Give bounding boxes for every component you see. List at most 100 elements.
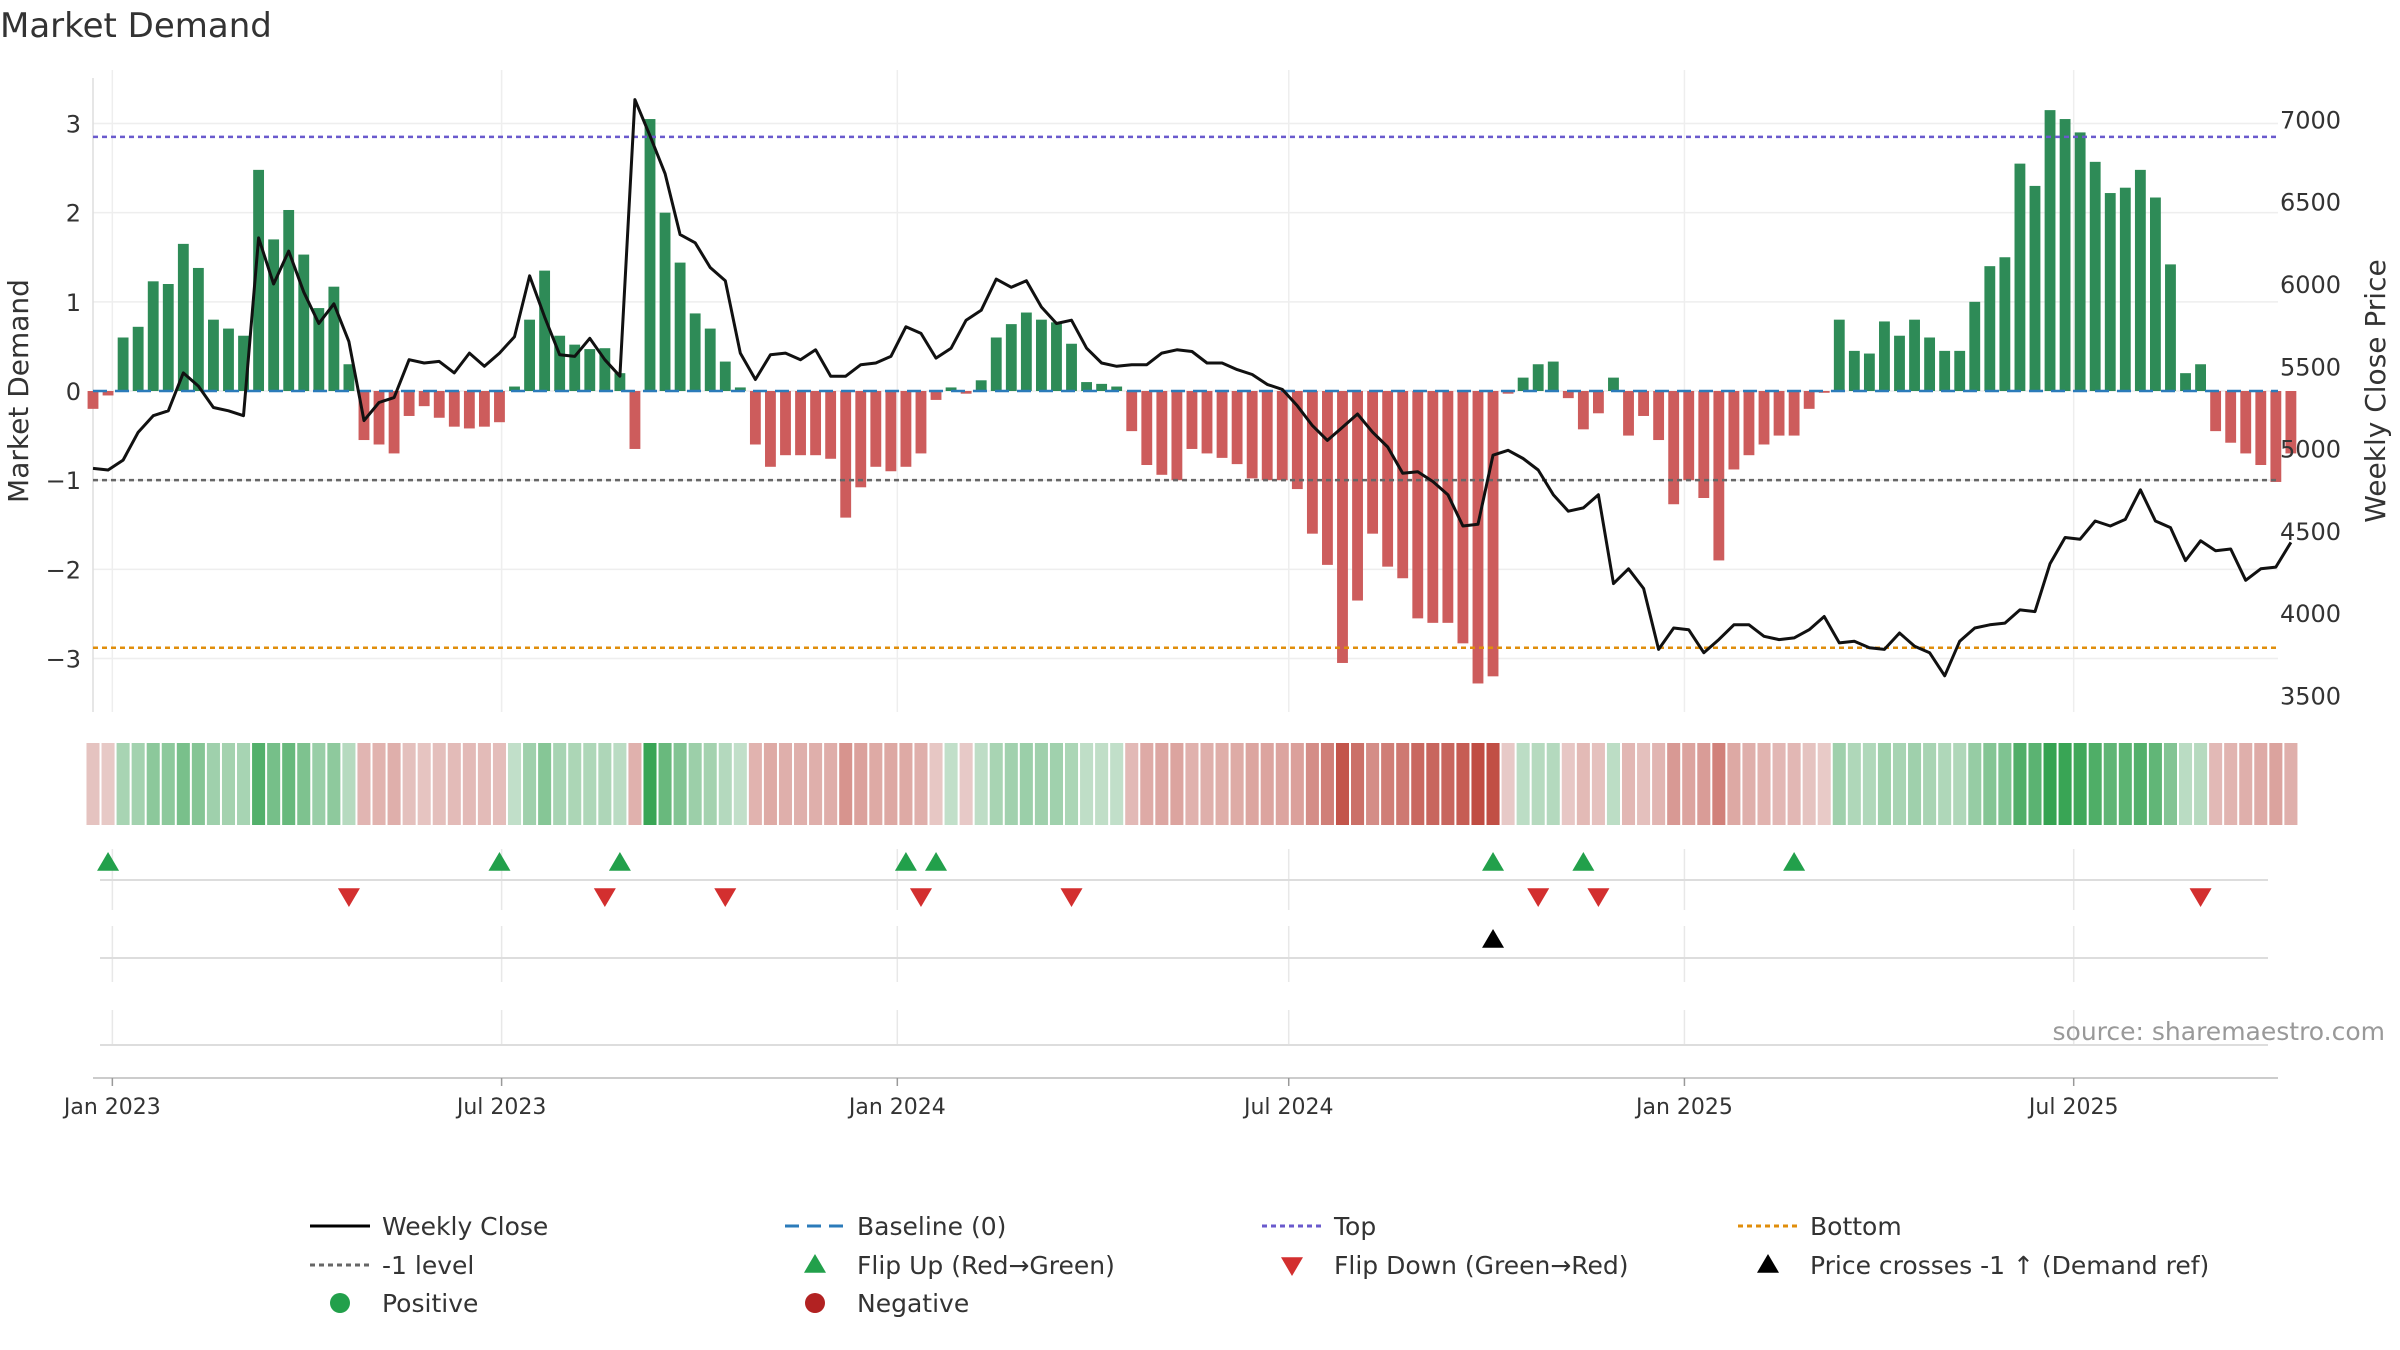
heat-cell — [1998, 743, 2012, 825]
heat-cell — [372, 743, 386, 825]
demand-bar — [1502, 391, 1514, 394]
demand-bar — [599, 348, 611, 391]
heat-cell — [643, 743, 657, 825]
heat-cell — [1983, 743, 1997, 825]
demand-bar — [1623, 391, 1634, 436]
demand-bar — [1773, 391, 1785, 436]
demand-bar — [2180, 373, 2191, 391]
heat-cell — [839, 743, 853, 825]
heat-cell — [869, 743, 883, 825]
flip-down-marker — [714, 888, 737, 907]
heat-cell — [1320, 743, 1334, 825]
left-tick-label: 3 — [66, 111, 81, 139]
right-axis-label: Weekly Close Price — [2359, 259, 2392, 522]
demand-bar — [855, 391, 867, 488]
demand-bar — [1487, 391, 1499, 677]
heat-cell — [1862, 743, 1876, 825]
heat-cell — [1727, 743, 1741, 825]
demand-bar — [1848, 350, 1860, 391]
demand-bar — [117, 337, 129, 391]
demand-bar — [433, 391, 445, 418]
demand-bar — [238, 335, 249, 391]
demand-bar — [1141, 391, 1153, 466]
demand-bar — [975, 380, 987, 391]
demand-bar — [554, 335, 566, 391]
demand-bar — [268, 239, 280, 391]
heat-cell — [1396, 743, 1410, 825]
heat-cell — [989, 743, 1003, 825]
flip-up-marker — [97, 852, 120, 871]
heat-cell — [523, 743, 537, 825]
demand-bar — [2149, 197, 2161, 391]
heat-cell — [387, 743, 401, 825]
heat-cell — [884, 743, 898, 825]
flip-up-marker — [1572, 852, 1595, 871]
heat-cell — [2284, 743, 2298, 825]
legend-label: -1 level — [382, 1251, 474, 1280]
heat-cell — [1034, 743, 1048, 825]
heat-cell — [2163, 743, 2177, 825]
heat-cell — [718, 743, 732, 825]
heat-cell — [1667, 743, 1681, 825]
left-tick-label: 0 — [66, 378, 81, 406]
right-tick-label: 3500 — [2280, 683, 2341, 711]
demand-bar — [825, 391, 837, 459]
heat-cell — [1471, 743, 1485, 825]
demand-bar — [2029, 185, 2041, 391]
demand-bar — [795, 391, 806, 456]
heat-cell — [1546, 743, 1560, 825]
demand-bar — [1246, 391, 1258, 479]
heat-cell — [1049, 743, 1063, 825]
heat-cell — [1080, 743, 1094, 825]
heat-cell — [1712, 743, 1726, 825]
demand-bar — [1818, 391, 1830, 393]
demand-bar — [1442, 391, 1454, 623]
demand-bar — [704, 328, 716, 391]
demand-bar — [2119, 187, 2131, 391]
legend-swatch-negative — [805, 1293, 825, 1313]
demand-bar — [1261, 391, 1273, 481]
heat-cell — [809, 743, 823, 825]
demand-bar — [1126, 391, 1138, 432]
heat-cell — [1817, 743, 1831, 825]
heat-cell — [899, 743, 913, 825]
heat-cell — [1787, 743, 1801, 825]
flip-up-marker — [925, 852, 948, 871]
demand-bar — [1216, 391, 1228, 458]
heat-cell — [1275, 743, 1289, 825]
heat-cell — [237, 743, 251, 825]
demand-bar — [2104, 193, 2116, 391]
heat-cell — [1832, 743, 1846, 825]
heat-cell — [1757, 743, 1771, 825]
demand-bar — [1322, 391, 1333, 565]
heat-cell — [1501, 743, 1515, 825]
heat-cell — [327, 743, 341, 825]
demand-bar — [524, 319, 535, 391]
demand-bar — [1397, 391, 1409, 579]
demand-bar — [147, 281, 159, 391]
heat-cell — [628, 743, 642, 825]
heat-cell — [2178, 743, 2193, 825]
price-cross-marker — [1482, 929, 1505, 948]
demand-bar — [840, 391, 852, 518]
heat-cell — [176, 743, 190, 825]
heat-cell — [447, 743, 461, 825]
demand-bar — [2255, 391, 2267, 466]
heat-cell — [2254, 743, 2268, 825]
heat-cell — [598, 743, 612, 825]
right-tick-label: 6500 — [2280, 189, 2341, 217]
heat-cell — [101, 743, 115, 825]
x-tick-label: Jan 2023 — [62, 1095, 161, 1120]
heat-cell — [297, 743, 311, 825]
demand-bar — [2134, 169, 2146, 391]
heat-cell — [2103, 743, 2117, 825]
heat-cell — [613, 743, 627, 825]
heat-cell — [1381, 743, 1395, 825]
demand-bar — [2014, 163, 2026, 391]
heat-cell — [342, 743, 356, 825]
heat-cell — [1125, 743, 1139, 825]
heat-cell — [944, 743, 958, 825]
demand-bar — [1653, 391, 1665, 441]
demand-bar — [478, 391, 490, 427]
demand-bar — [1969, 301, 1981, 391]
